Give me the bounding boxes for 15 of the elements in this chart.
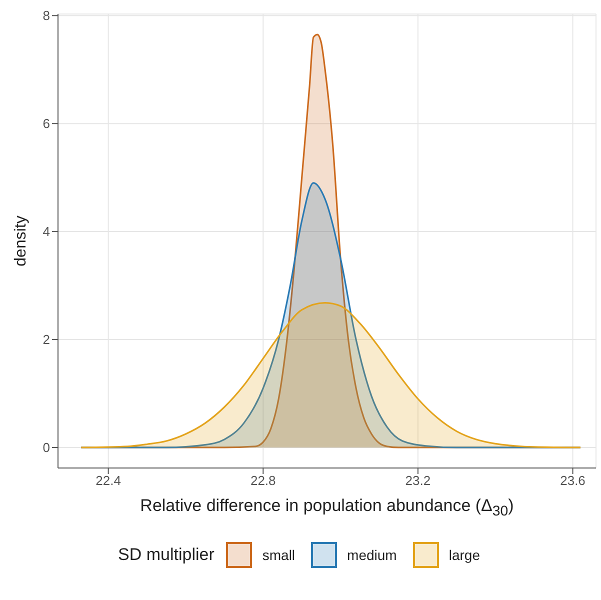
x-tick-label: 22.8 (250, 473, 276, 488)
y-tick-label: 6 (42, 116, 50, 132)
y-tick-label: 0 (42, 440, 50, 456)
legend-title: SD multiplier (118, 545, 214, 565)
x-tick-label: 22.4 (96, 473, 121, 488)
y-tick-label: 2 (42, 332, 50, 348)
x-tick-label: 23.2 (405, 473, 431, 488)
y-tick-label: 4 (42, 224, 50, 240)
legend-label: large (448, 547, 480, 563)
legend-label: small (262, 547, 296, 563)
y-axis-title: density (12, 216, 30, 266)
legend-label: medium (347, 547, 397, 563)
y-tick-label: 8 (42, 8, 50, 24)
x-tick-label: 23.6 (560, 473, 586, 488)
x-axis-title: Relative difference in population abundance (Δ$_{30}$) (139, 496, 515, 520)
